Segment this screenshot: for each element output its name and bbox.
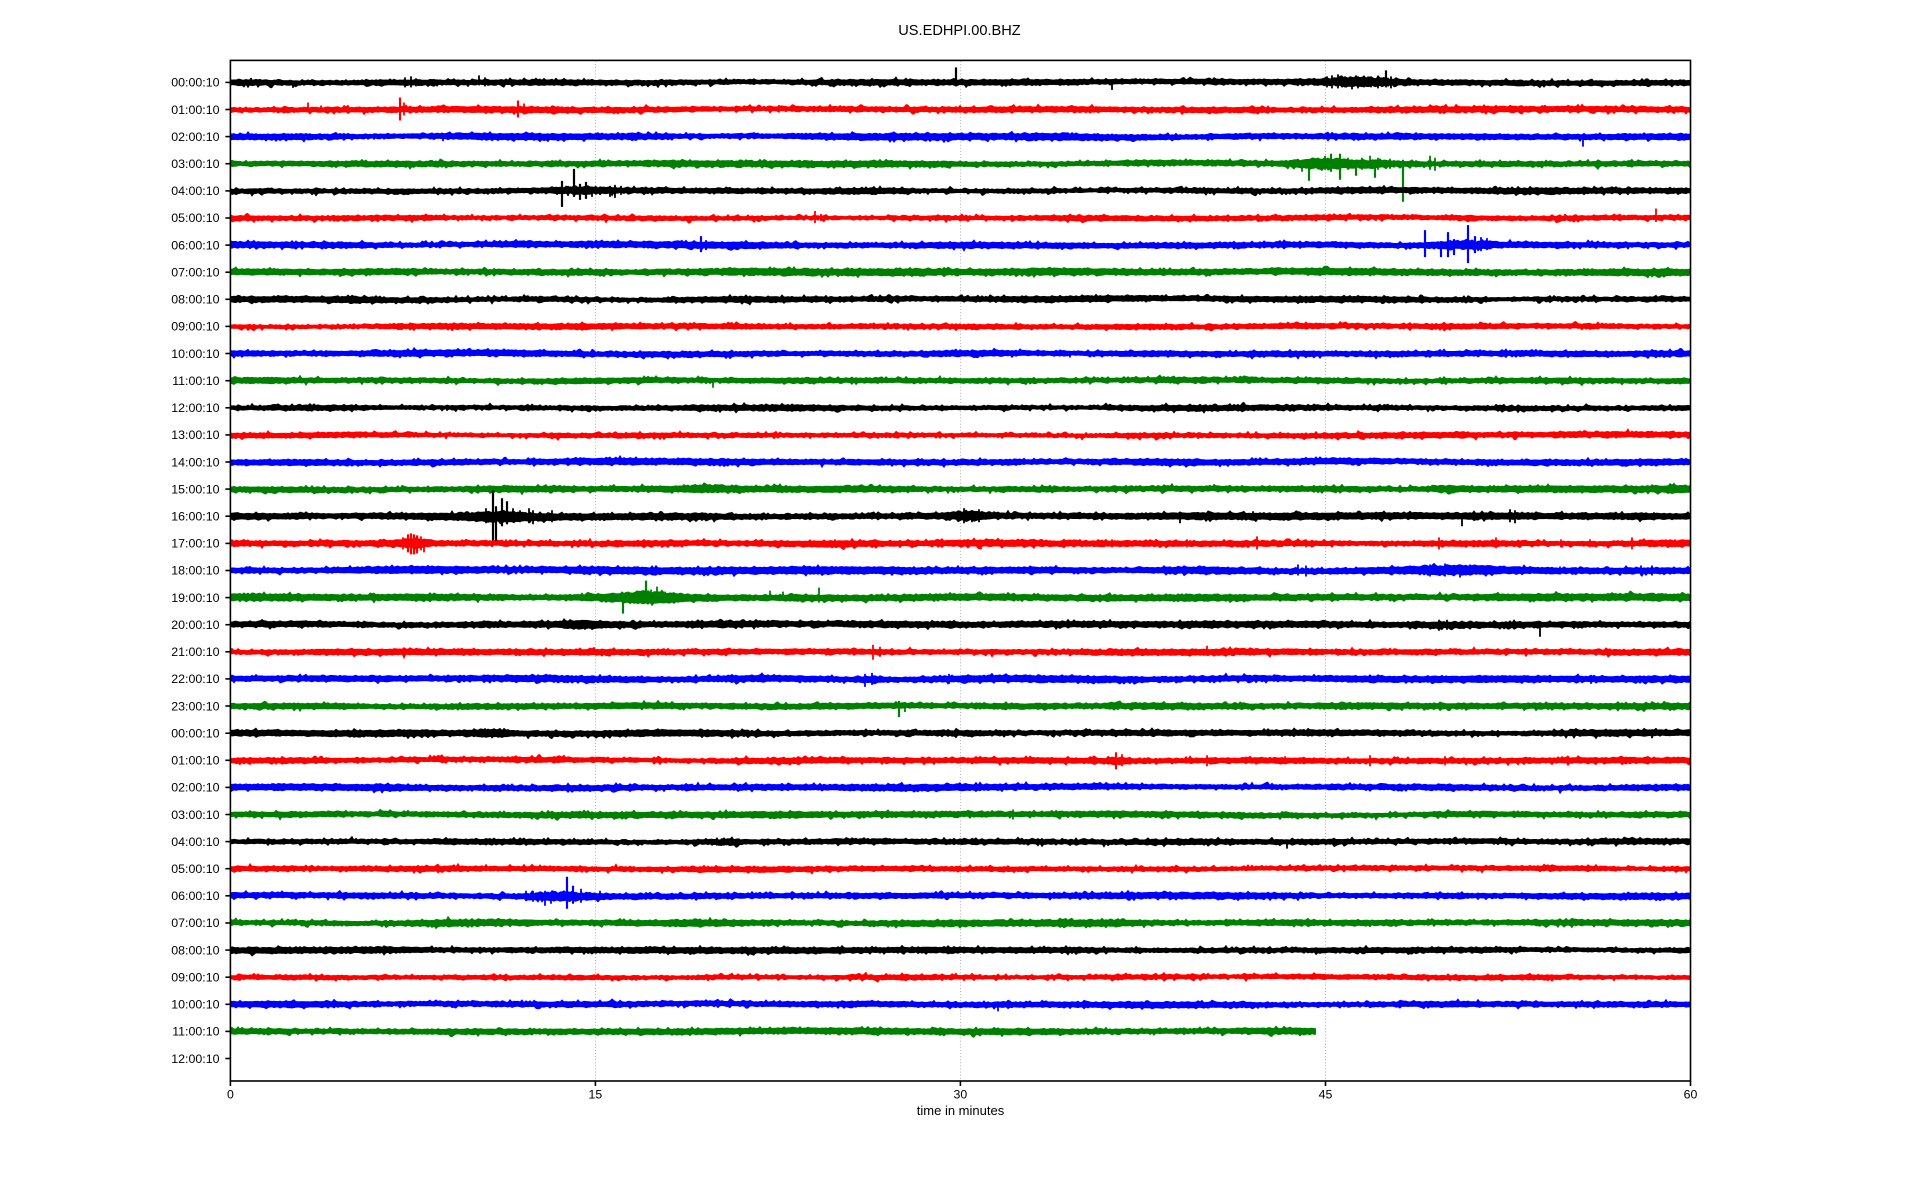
svg-text:13:00:10: 13:00:10: [171, 428, 219, 442]
svg-text:10:00:10: 10:00:10: [171, 998, 219, 1012]
svg-text:05:00:10: 05:00:10: [171, 862, 219, 876]
svg-text:20:00:10: 20:00:10: [171, 618, 219, 632]
svg-text:02:00:10: 02:00:10: [171, 130, 219, 144]
svg-text:23:00:10: 23:00:10: [171, 699, 219, 713]
svg-text:0: 0: [227, 1087, 234, 1101]
svg-text:12:00:10: 12:00:10: [171, 1052, 219, 1066]
svg-text:22:00:10: 22:00:10: [171, 672, 219, 686]
svg-text:14:00:10: 14:00:10: [171, 455, 219, 469]
svg-text:04:00:10: 04:00:10: [171, 184, 219, 198]
svg-text:19:00:10: 19:00:10: [171, 591, 219, 605]
svg-text:11:00:10: 11:00:10: [172, 1025, 219, 1039]
svg-text:01:00:10: 01:00:10: [171, 754, 219, 768]
svg-text:time in minutes: time in minutes: [917, 1103, 1005, 1118]
svg-text:03:00:10: 03:00:10: [171, 808, 219, 822]
svg-text:15: 15: [589, 1087, 603, 1101]
svg-text:12:00:10: 12:00:10: [171, 401, 219, 415]
svg-text:07:00:10: 07:00:10: [171, 916, 219, 930]
svg-text:21:00:10: 21:00:10: [171, 645, 219, 659]
svg-text:00:00:10: 00:00:10: [171, 76, 219, 90]
svg-text:30: 30: [954, 1087, 968, 1101]
svg-text:03:00:10: 03:00:10: [171, 157, 219, 171]
svg-text:10:00:10: 10:00:10: [171, 347, 219, 361]
svg-text:18:00:10: 18:00:10: [171, 564, 219, 578]
svg-text:15:00:10: 15:00:10: [171, 482, 219, 496]
svg-text:08:00:10: 08:00:10: [171, 293, 219, 307]
svg-text:17:00:10: 17:00:10: [171, 537, 219, 551]
svg-text:09:00:10: 09:00:10: [171, 970, 219, 984]
svg-text:08:00:10: 08:00:10: [171, 943, 219, 957]
svg-text:04:00:10: 04:00:10: [171, 835, 219, 849]
svg-text:09:00:10: 09:00:10: [171, 320, 219, 334]
svg-text:02:00:10: 02:00:10: [171, 781, 219, 795]
svg-text:01:00:10: 01:00:10: [171, 103, 219, 117]
svg-text:06:00:10: 06:00:10: [171, 238, 219, 252]
svg-text:05:00:10: 05:00:10: [171, 211, 219, 225]
svg-text:07:00:10: 07:00:10: [171, 266, 219, 280]
svg-text:16:00:10: 16:00:10: [171, 510, 219, 524]
svg-text:06:00:10: 06:00:10: [171, 889, 219, 903]
svg-text:US.EDHPI.00.BHZ: US.EDHPI.00.BHZ: [898, 23, 1021, 39]
svg-text:45: 45: [1319, 1087, 1333, 1101]
svg-text:60: 60: [1684, 1087, 1698, 1101]
svg-text:11:00:10: 11:00:10: [172, 374, 219, 388]
svg-text:00:00:10: 00:00:10: [171, 726, 219, 740]
